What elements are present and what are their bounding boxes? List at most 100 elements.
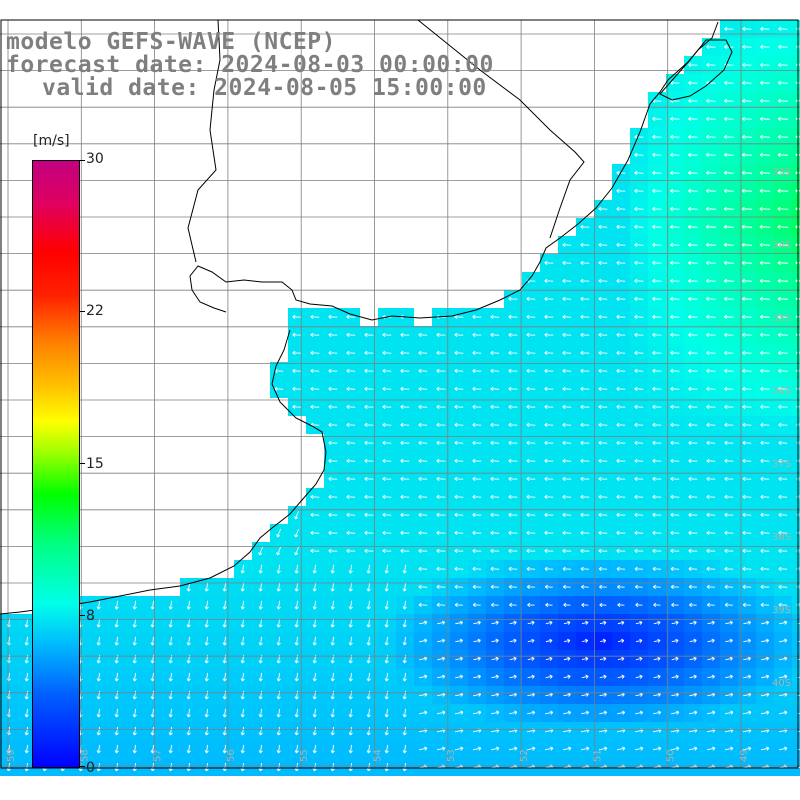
wind-arrow: [598, 278, 608, 284]
wind-arrow: [222, 690, 227, 700]
wind-arrow: [741, 314, 752, 319]
wind-arrow: [491, 638, 499, 643]
wind-arrow: [777, 278, 789, 283]
wind-arrow: [670, 170, 680, 176]
wind-arrow: [635, 692, 643, 697]
wind-arrow: [706, 386, 716, 392]
wind-arrow: [580, 332, 590, 338]
wind-arrow: [580, 530, 590, 536]
forecast-date: forecast date: 2024-08-03 00:00:00: [6, 52, 494, 78]
wind-arrow: [114, 726, 119, 736]
wind-arrow: [508, 404, 518, 410]
wind-arrow: [617, 674, 625, 679]
wind-arrow: [670, 314, 680, 320]
wind-arrow: [491, 692, 500, 697]
wind-arrow: [96, 600, 101, 610]
wind-arrow: [723, 170, 734, 175]
wind-arrow: [635, 710, 644, 715]
wind-arrow: [759, 278, 770, 283]
wind-arrow: [723, 242, 734, 247]
wind-arrow: [490, 530, 500, 536]
wind-arrow: [760, 746, 770, 751]
wind-arrow: [724, 332, 734, 338]
wind-arrow: [346, 476, 356, 482]
wind-arrow: [526, 386, 536, 392]
wind-arrow: [652, 188, 662, 194]
wind-arrow: [294, 546, 300, 556]
wind-arrow: [490, 584, 499, 590]
wind-arrow: [382, 350, 392, 356]
wind-arrow: [706, 62, 716, 68]
wind-arrow: [634, 476, 644, 482]
wind-arrow: [580, 314, 590, 320]
wind-arrow: [778, 746, 788, 751]
wind-arrow: [706, 296, 716, 301]
wind-arrow: [634, 530, 644, 536]
wind-arrow: [563, 638, 571, 643]
wind-arrow: [724, 566, 734, 572]
wind-arrow: [6, 762, 11, 772]
wind-arrow: [724, 494, 734, 500]
wind-arrow: [490, 332, 500, 338]
wind-arrow: [723, 260, 734, 265]
wind-arrow: [562, 440, 572, 446]
wind-arrow: [258, 636, 263, 646]
wind-arrow: [276, 636, 281, 646]
wind-arrow: [418, 584, 428, 590]
wind-arrow: [274, 386, 284, 392]
wind-arrow: [473, 674, 481, 679]
wind-arrow: [759, 206, 771, 211]
wind-arrow: [436, 566, 446, 572]
wind-arrow: [778, 422, 788, 428]
wind-arrow: [454, 422, 464, 428]
field-cell: [792, 524, 800, 542]
wind-arrow: [436, 332, 446, 338]
wind-arrow: [436, 602, 446, 608]
wind-arrow: [150, 726, 155, 736]
wind-arrow: [454, 458, 464, 464]
wind-arrow: [706, 350, 716, 356]
wind-arrow: [778, 620, 788, 625]
wind-arrow: [778, 26, 788, 32]
wind-arrow: [580, 512, 590, 518]
wind-arrow: [778, 80, 788, 85]
wind-arrow: [562, 512, 572, 518]
field-cell: [792, 542, 800, 560]
wind-arrow: [617, 620, 625, 625]
wind-arrow: [292, 404, 302, 410]
wind-arrow: [204, 636, 209, 646]
wind-arrow: [240, 726, 245, 736]
wind-arrow: [168, 762, 173, 772]
wind-arrow: [526, 530, 536, 536]
wind-arrow: [348, 744, 353, 754]
wind-arrow: [617, 602, 625, 608]
wind-arrow: [276, 546, 282, 556]
wind-arrow: [670, 476, 680, 482]
wind-arrow: [652, 116, 662, 122]
wind-arrow: [276, 564, 281, 574]
wind-arrow: [724, 314, 734, 319]
wind-arrow: [580, 224, 590, 230]
wind-arrow: [294, 672, 299, 682]
wind-arrow: [24, 618, 29, 628]
wind-arrow: [490, 494, 500, 500]
wind-arrow: [294, 582, 299, 592]
wind-arrow: [652, 476, 662, 482]
wind-arrow: [652, 512, 662, 518]
wind-arrow: [418, 602, 428, 608]
wind-arrow: [545, 620, 553, 625]
wind-arrow: [384, 618, 389, 628]
wind-arrow: [222, 708, 227, 718]
wind-arrow: [330, 744, 335, 754]
wind-arrow: [364, 350, 374, 356]
wind-arrow: [418, 386, 428, 392]
wind-arrow: [346, 494, 356, 500]
wind-arrow: [96, 744, 101, 754]
wind-arrow: [330, 564, 335, 574]
wind-arrow: [364, 440, 374, 446]
wind-arrow: [635, 674, 643, 679]
wind-arrow: [346, 404, 356, 410]
wind-arrow: [580, 386, 590, 392]
wind-arrow: [526, 440, 536, 446]
wind-arrow: [258, 582, 263, 592]
